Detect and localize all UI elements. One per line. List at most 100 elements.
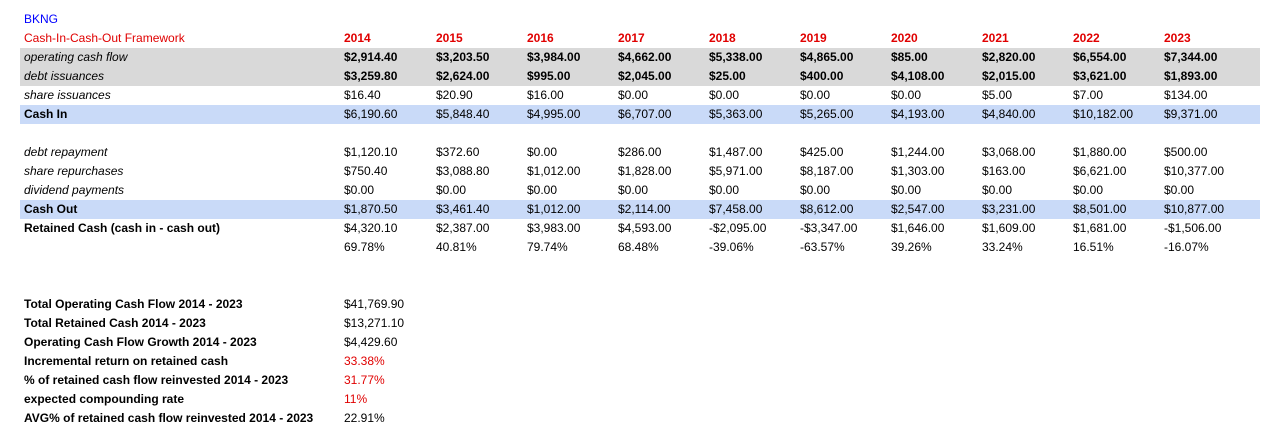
value-cell: $10,182.00 (1073, 107, 1134, 121)
summary-row: AVG% of retained cash flow reinvested 20… (20, 409, 1260, 428)
value-cell: $4,662.00 (618, 50, 672, 64)
value-cell: -$1,506.00 (1164, 221, 1222, 235)
year-header: 2020 (891, 31, 918, 45)
value-cell: 33.24% (982, 240, 1023, 254)
value-cell: $4,865.00 (800, 50, 854, 64)
debt-repayment-row: debt repayment $1,120.10 $372.60 $0.00 $286… (20, 143, 1260, 162)
ticker-row: BKNG (20, 10, 1260, 29)
value-cell: $0.00 (800, 183, 831, 197)
value-cell: $0.00 (618, 183, 649, 197)
value-cell: $2,114.00 (618, 202, 671, 216)
value-cell: $0.00 (527, 183, 558, 197)
spacer-row (20, 257, 1260, 276)
row-label: Cash In (24, 107, 68, 121)
summary-label: Operating Cash Flow Growth 2014 - 2023 (24, 335, 257, 349)
value-cell: $7,458.00 (709, 202, 763, 216)
year-header: 2021 (982, 31, 1009, 45)
value-cell: $5,338.00 (709, 50, 763, 64)
summary-label: Total Operating Cash Flow 2014 - 2023 (24, 297, 243, 311)
value-cell: $1,487.00 (709, 145, 763, 159)
year-header: 2022 (1073, 31, 1100, 45)
value-cell: 40.81% (436, 240, 477, 254)
value-cell: $286.00 (618, 145, 662, 159)
retained-cash-row: Retained Cash (cash in - cash out) $4,32… (20, 219, 1260, 238)
operating-cash-flow-row: operating cash flow $2,914.40 $3,203.50 $3… (20, 48, 1260, 67)
value-cell: $0.00 (1164, 183, 1195, 197)
row-label: share issuances (24, 88, 111, 102)
summary-label: % of retained cash flow reinvested 2014 … (24, 373, 289, 387)
year-header: 2014 (344, 31, 371, 45)
summary-row: expected compounding rate 11% (20, 390, 1260, 409)
value-cell: $4,593.00 (618, 221, 672, 235)
value-cell: $85.00 (891, 50, 928, 64)
value-cell: $10,377.00 (1164, 164, 1225, 178)
value-cell: $4,320.10 (344, 221, 398, 235)
value-cell: $8,612.00 (800, 202, 854, 216)
share-issuances-row: share issuances $16.40 $20.90 $16.00 $0.00 $… (20, 86, 1260, 105)
value-cell: $0.00 (982, 183, 1013, 197)
row-label: dividend payments (24, 183, 125, 197)
value-cell: -63.57% (800, 240, 845, 254)
value-cell: $3,259.80 (344, 69, 398, 83)
value-cell: $0.00 (800, 88, 831, 102)
value-cell: $1,828.00 (618, 164, 672, 178)
year-header: 2015 (436, 31, 463, 45)
value-cell: $2,387.00 (436, 221, 490, 235)
value-cell: $750.40 (344, 164, 388, 178)
value-cell: 69.78% (344, 240, 385, 254)
value-cell: $134.00 (1164, 88, 1208, 102)
value-cell: $995.00 (527, 69, 571, 83)
framework-title: Cash-In-Cash-Out Framework (24, 31, 185, 45)
value-cell: $1,012.00 (527, 202, 581, 216)
value-cell: $2,547.00 (891, 202, 945, 216)
value-cell: 68.48% (618, 240, 659, 254)
row-label: share repurchases (24, 164, 124, 178)
value-cell: $6,554.00 (1073, 50, 1127, 64)
value-cell: $400.00 (800, 69, 844, 83)
dividend-payments-row: dividend payments $0.00 $0.00 $0.00 $0.00 $0… (20, 181, 1260, 200)
value-cell: $4,840.00 (982, 107, 1036, 121)
summary-value: 11% (344, 392, 368, 406)
value-cell: $8,187.00 (800, 164, 854, 178)
summary-label: AVG% of retained cash flow reinvested 20… (24, 411, 314, 425)
ticker-label: BKNG (24, 12, 59, 26)
summary-value: $13,271.10 (344, 316, 405, 330)
value-cell: $0.00 (891, 183, 922, 197)
value-cell: $3,068.00 (982, 145, 1036, 159)
year-header: 2016 (527, 31, 554, 45)
value-cell: $1,646.00 (891, 221, 945, 235)
value-cell: 16.51% (1073, 240, 1114, 254)
summary-value: 31.77% (344, 373, 385, 387)
value-cell: $5,363.00 (709, 107, 763, 121)
value-cell: $4,995.00 (527, 107, 581, 121)
value-cell: $3,984.00 (527, 50, 581, 64)
value-cell: $372.60 (436, 145, 480, 159)
value-cell: $6,707.00 (618, 107, 672, 121)
spacer-row (20, 276, 1260, 295)
value-cell: $1,120.10 (344, 145, 398, 159)
value-cell: $3,231.00 (982, 202, 1036, 216)
value-cell: $8,501.00 (1073, 202, 1127, 216)
value-cell: $10,877.00 (1164, 202, 1225, 216)
value-cell: $5,265.00 (800, 107, 854, 121)
value-cell: $6,190.60 (344, 107, 398, 121)
spreadsheet: BKNG Cash-In-Cash-Out Framework 2014 2015… (20, 10, 1260, 428)
year-header: 2018 (709, 31, 736, 45)
value-cell: $0.00 (527, 145, 558, 159)
year-header: 2017 (618, 31, 645, 45)
summary-row: Total Retained Cash 2014 - 2023 $13,271.1… (20, 314, 1260, 333)
value-cell: $0.00 (891, 88, 922, 102)
value-cell: $4,108.00 (891, 69, 945, 83)
summary-row: % of retained cash flow reinvested 2014 … (20, 371, 1260, 390)
summary-value: $4,429.60 (344, 335, 398, 349)
value-cell: $2,820.00 (982, 50, 1036, 64)
value-cell: $3,088.80 (436, 164, 490, 178)
summary-label: expected compounding rate (24, 392, 185, 406)
value-cell: $0.00 (344, 183, 375, 197)
value-cell: $1,609.00 (982, 221, 1036, 235)
summary-value: 22.91% (344, 411, 385, 425)
summary-row: Incremental return on retained cash 33.38… (20, 352, 1260, 371)
year-header: 2023 (1164, 31, 1191, 45)
row-label: operating cash flow (24, 50, 128, 64)
year-header: 2019 (800, 31, 827, 45)
